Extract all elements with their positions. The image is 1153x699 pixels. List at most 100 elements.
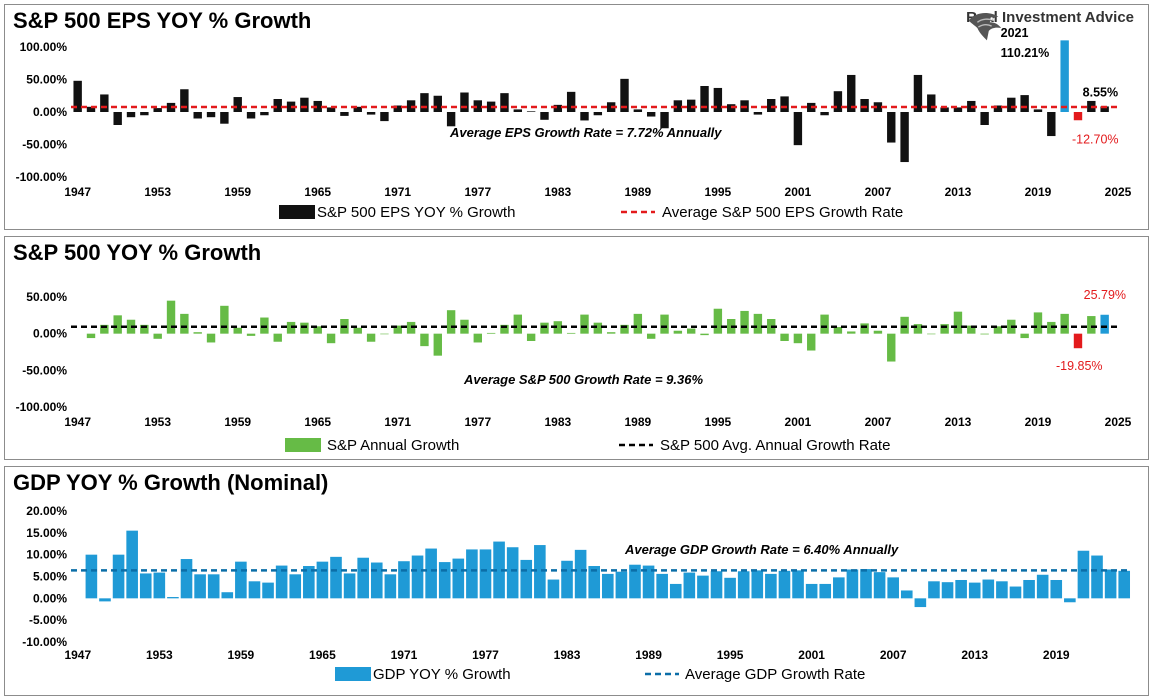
bar — [233, 97, 242, 112]
bar — [566, 332, 576, 334]
bar — [513, 314, 523, 334]
bar — [927, 333, 936, 335]
x-tick-label: 2025 — [1105, 185, 1132, 199]
bar — [330, 556, 342, 599]
x-tick-label: 1995 — [705, 415, 732, 429]
bar — [580, 314, 589, 334]
bar — [289, 574, 302, 599]
bar — [553, 104, 563, 112]
bar — [393, 325, 402, 334]
x-tick-label: 2001 — [785, 415, 812, 429]
x-tick-label: 1947 — [64, 415, 91, 429]
bar — [805, 583, 818, 599]
bar — [420, 333, 429, 347]
x-tick-label: 1959 — [224, 185, 251, 199]
bar — [700, 333, 709, 336]
bar — [139, 573, 152, 599]
x-tick-label: 1971 — [391, 648, 418, 662]
bar — [873, 102, 883, 112]
bar — [724, 577, 736, 599]
bar — [180, 89, 189, 112]
bar — [1073, 112, 1083, 121]
bar — [86, 333, 96, 339]
legend-label: S&P 500 EPS YOY % Growth — [317, 204, 515, 221]
bar — [740, 310, 749, 334]
bar — [778, 570, 791, 599]
bar — [540, 322, 549, 334]
bar — [140, 112, 149, 116]
bar — [927, 94, 936, 112]
data-label: -19.85% — [1056, 359, 1103, 373]
bar — [913, 324, 923, 334]
x-tick-label: 1971 — [384, 185, 411, 199]
legend-label: Average S&P 500 EPS Growth Rate — [662, 204, 903, 221]
bar — [313, 100, 322, 112]
bar — [180, 559, 193, 599]
x-tick-label: 1953 — [144, 185, 171, 199]
bar — [642, 565, 655, 599]
bar — [900, 316, 909, 334]
sp500-growth-panel: S&P 500 YOY % Growth 50.00% 0.00% -50.00% -… — [4, 236, 1149, 460]
bar — [194, 574, 206, 599]
bar — [206, 112, 216, 118]
average-label: Average EPS Growth Rate = 7.72% Annually — [449, 125, 722, 140]
bar — [500, 93, 509, 112]
eagle-head-icon — [969, 13, 1002, 41]
x-tick-label: 1953 — [146, 648, 173, 662]
bar — [980, 112, 989, 125]
average-label: Average GDP Growth Rate = 6.40% Annually — [624, 542, 899, 557]
data-label: 8.55% — [1083, 85, 1118, 99]
bar — [914, 598, 927, 608]
x-tick-label: 1965 — [304, 415, 331, 429]
bar — [887, 112, 896, 143]
bar — [425, 548, 437, 599]
bar — [513, 109, 523, 112]
bar — [737, 571, 750, 599]
chart-title: S&P 500 YOY % Growth — [13, 240, 262, 265]
y-tick-label: 50.00% — [26, 290, 67, 304]
bar — [673, 330, 683, 334]
bar — [980, 333, 989, 335]
bar — [526, 111, 536, 112]
bar — [357, 557, 369, 599]
bar — [982, 579, 995, 599]
bar — [620, 78, 629, 112]
bar — [193, 112, 202, 119]
bar — [1100, 106, 1109, 112]
bar — [246, 333, 256, 336]
bar — [353, 106, 362, 112]
bar — [1023, 579, 1035, 599]
bar — [300, 322, 309, 334]
bar — [833, 327, 843, 334]
x-tick-label: 2019 — [1025, 415, 1052, 429]
x-tick-label: 2001 — [798, 648, 825, 662]
legend-label: GDP YOY % Growth — [373, 666, 511, 683]
x-tick-label: 1965 — [304, 185, 331, 199]
bar — [847, 331, 856, 334]
x-tick-label: 1995 — [717, 648, 744, 662]
bar — [506, 547, 519, 599]
bar — [710, 571, 723, 599]
bar — [574, 549, 587, 599]
bar — [1036, 574, 1049, 599]
y-tick-label: 0.00% — [33, 591, 67, 605]
bar — [1033, 109, 1043, 112]
bar — [540, 112, 549, 120]
x-tick-label: 2013 — [945, 185, 972, 199]
x-tick-label: 1983 — [544, 185, 571, 199]
bar — [343, 573, 356, 599]
x-tick-label: 1983 — [554, 648, 581, 662]
bar — [393, 105, 402, 112]
bar — [1077, 550, 1090, 599]
sp500-growth-chart: 50.00% 0.00% -50.00% -100.00%1947 1953 1959 19… — [16, 288, 1132, 454]
bar — [260, 112, 269, 116]
bar — [1050, 579, 1063, 599]
bar — [1091, 555, 1103, 599]
bar — [873, 572, 886, 599]
bar — [753, 313, 763, 334]
y-tick-label: -100.00% — [16, 170, 68, 184]
legend-swatch — [335, 667, 371, 681]
x-tick-label: 1947 — [64, 185, 91, 199]
bar — [112, 554, 125, 599]
bar — [996, 581, 1008, 599]
